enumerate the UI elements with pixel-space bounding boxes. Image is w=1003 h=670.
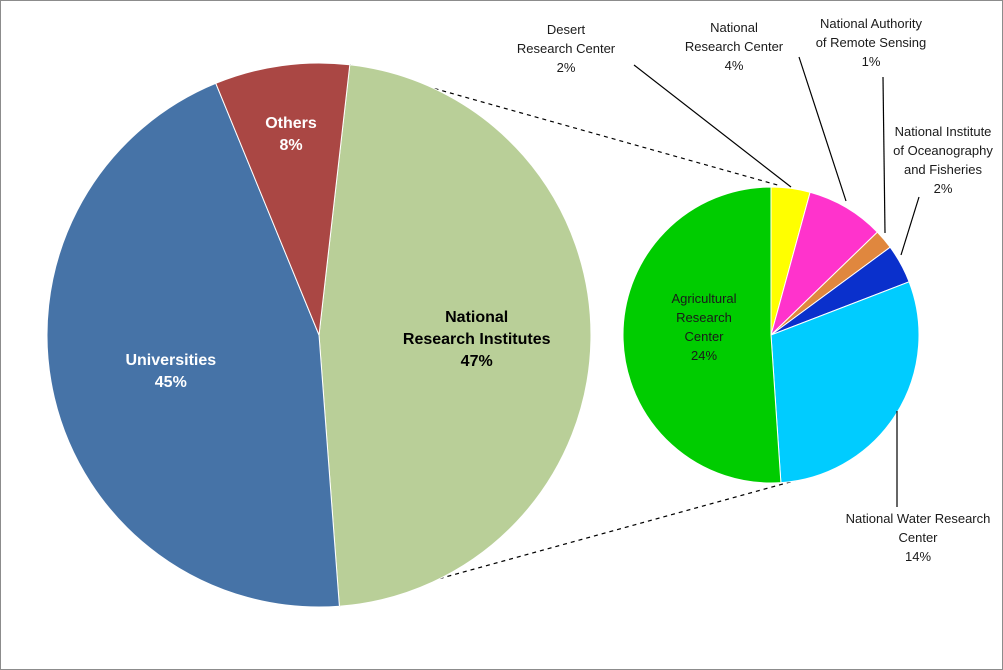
sub-slice-label-national-institute-of-oceanography-and-fisheries: National Institute xyxy=(895,124,992,139)
sub-slice-label-agricultural-research-center: Research xyxy=(676,310,732,325)
main-slice-label-universities: Universities xyxy=(125,352,216,369)
main-slice-national-research-institutes xyxy=(318,64,592,607)
sub-slice-label-national-institute-of-oceanography-and-fisheries: of Oceanography xyxy=(893,143,993,158)
leader-lines xyxy=(633,56,920,507)
sub-slice-label-desert-research-center: Research Center xyxy=(517,41,616,56)
leader-line-national-institute-of-oceanography-and-fisheries xyxy=(900,196,920,256)
sub-slice-label-desert-research-center: Desert xyxy=(547,22,586,37)
main-slice-label-others: Others xyxy=(265,115,317,132)
leader-line-desert-research-center xyxy=(633,64,792,188)
sub-value-label-national-water-research-center: 14% xyxy=(905,549,931,564)
main-value-label-national-research-institutes: 47% xyxy=(461,353,493,370)
sub-value-label-national-research-center: 4% xyxy=(725,58,744,73)
main-slice-others xyxy=(215,62,351,336)
main-value-label-others: 8% xyxy=(279,137,302,154)
leader-line-national-research-center xyxy=(798,56,847,202)
sub-value-label-national-authority-of-remote-sensing: 1% xyxy=(862,54,881,69)
sub-slice-label-national-authority-of-remote-sensing: National Authority xyxy=(820,16,922,31)
main-pie xyxy=(46,62,592,608)
sub-slice-label-national-research-center: Research Center xyxy=(685,39,784,54)
sub-slice-label-national-water-research-center: National Water Research xyxy=(846,511,991,526)
sub-slice-label-agricultural-research-center: Agricultural xyxy=(671,291,736,306)
secondary-pie xyxy=(622,186,920,484)
sub-slice-label-national-research-center: National xyxy=(710,20,758,35)
main-slice-label-national-research-institutes: National xyxy=(445,309,508,326)
sub-slice-agricultural-research-center xyxy=(622,186,782,484)
leader-line-national-authority-of-remote-sensing xyxy=(882,76,886,234)
main-slice-universities xyxy=(46,82,340,608)
sub-slice-label-national-water-research-center: Center xyxy=(898,530,938,545)
main-slice-label-national-research-institutes: Research Institutes xyxy=(403,331,551,348)
sub-slice-label-national-institute-of-oceanography-and-fisheries: and Fisheries xyxy=(904,162,983,177)
sub-value-label-agricultural-research-center: 24% xyxy=(691,348,717,363)
sub-slice-label-agricultural-research-center: Center xyxy=(684,329,724,344)
sub-slice-national-water-research-center xyxy=(770,281,920,484)
data-labels: National Research Institutes 47% Universiti… xyxy=(125,16,993,564)
sub-value-label-national-institute-of-oceanography-and-fisheries: 2% xyxy=(934,181,953,196)
sub-value-label-desert-research-center: 2% xyxy=(557,60,576,75)
sub-slice-label-national-authority-of-remote-sensing: of Remote Sensing xyxy=(816,35,927,50)
main-value-label-universities: 45% xyxy=(155,374,187,391)
